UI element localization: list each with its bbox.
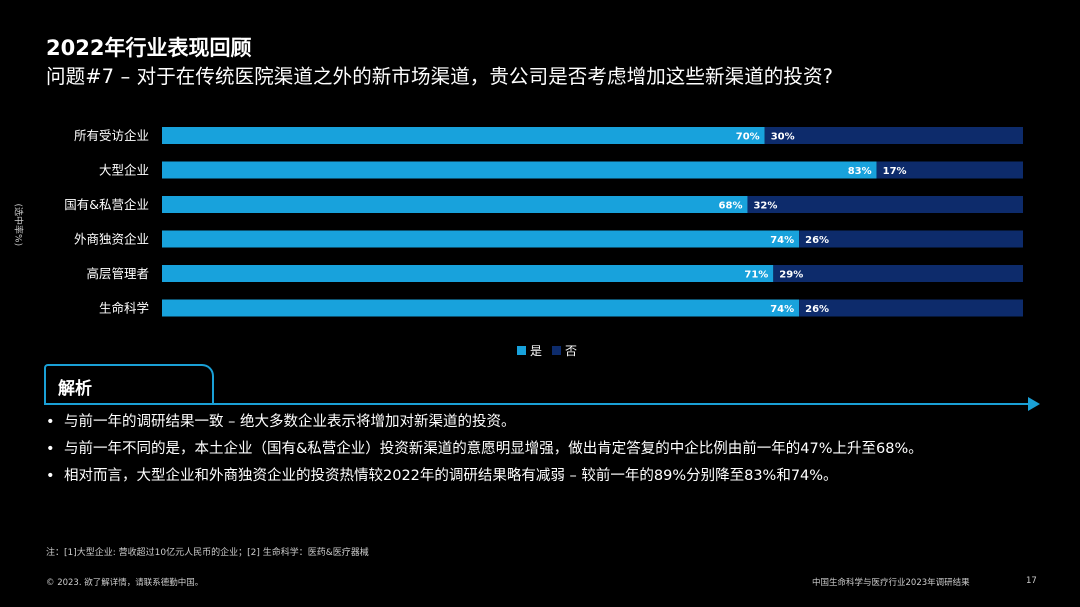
data-label-no: 30% bbox=[771, 132, 795, 143]
analysis-tab-label: 解析 bbox=[58, 379, 92, 399]
data-label-yes: 74% bbox=[770, 304, 794, 315]
legend-swatch-no bbox=[552, 346, 562, 355]
legend-label-no: 否 bbox=[565, 344, 578, 358]
bullet-item: 与前一年不同的是，本土企业（国有&私营企业）投资新渠道的意愿明显增强，做出肯定答… bbox=[46, 439, 1046, 460]
bar-no bbox=[799, 299, 1023, 317]
category-label: 高层管理者 bbox=[86, 266, 149, 281]
category-label: 大型企业 bbox=[99, 163, 149, 178]
legend-swatch-yes bbox=[517, 346, 526, 355]
data-label-yes: 74% bbox=[770, 235, 794, 246]
bar-yes bbox=[162, 299, 800, 317]
footnote: 注：[1]大型企业: 营收超过10亿元人民币的企业；[2] 生命科学：医药&医疗… bbox=[46, 548, 369, 558]
category-label: 所有受访企业 bbox=[74, 128, 149, 143]
bar-yes bbox=[162, 230, 800, 248]
arrow-right-icon bbox=[1028, 397, 1040, 411]
bar-no bbox=[876, 161, 1023, 179]
data-label-no: 29% bbox=[779, 270, 803, 281]
legend-label-yes: 是 bbox=[530, 344, 543, 358]
data-label-no: 17% bbox=[883, 166, 907, 177]
analysis-bullets: 与前一年的调研结果一致 – 绝大多数企业表示将增加对新渠道的投资。 与前一年不同… bbox=[46, 412, 1046, 493]
data-label-yes: 71% bbox=[744, 270, 768, 281]
stacked-bar-chart: 所有受访企业 70% 30% 大型企业 83% 17% 国有&私营企业 68% 32% 外商独资企… bbox=[64, 127, 1023, 317]
bar-yes bbox=[162, 161, 877, 179]
data-label-no: 26% bbox=[805, 235, 829, 246]
bar-no bbox=[773, 265, 1023, 282]
data-label-no: 32% bbox=[753, 201, 777, 212]
bar-no bbox=[799, 230, 1023, 248]
data-label-yes: 83% bbox=[848, 166, 872, 177]
bar-yes bbox=[162, 265, 774, 282]
bar-yes bbox=[162, 196, 748, 213]
analysis-tab bbox=[44, 364, 214, 404]
bullet-item: 与前一年的调研结果一致 – 绝大多数企业表示将增加对新渠道的投资。 bbox=[46, 412, 1046, 433]
category-label: 国有&私营企业 bbox=[64, 197, 149, 212]
slide-subtitle: 问题#7 – 对于在传统医院渠道之外的新市场渠道，贵公司是否考虑增加这些新渠道的… bbox=[46, 65, 834, 88]
chart-legend: 是 否 bbox=[517, 342, 577, 359]
category-label: 生命科学 bbox=[99, 301, 149, 316]
data-label-yes: 70% bbox=[736, 132, 760, 143]
page-number: 17 bbox=[1026, 576, 1037, 586]
bullet-item: 相对而言，大型企业和外商独资企业的投资热情较2022年的调研结果略有减弱 – 较… bbox=[46, 466, 1046, 487]
bar-no bbox=[764, 127, 1023, 144]
data-label-no: 26% bbox=[805, 304, 829, 315]
slide-title: 2022年行业表现回顾 bbox=[46, 36, 252, 60]
bar-no bbox=[747, 196, 1023, 213]
analysis-divider bbox=[44, 403, 1034, 405]
copyright: © 2023. 欲了解详情，请联系德勤中国。 bbox=[46, 578, 204, 588]
report-title: 中国生命科学与医疗行业2023年调研结果 bbox=[812, 578, 970, 588]
data-label-yes: 68% bbox=[719, 201, 743, 212]
category-label: 外商独资企业 bbox=[74, 232, 149, 247]
bar-yes bbox=[162, 127, 765, 144]
